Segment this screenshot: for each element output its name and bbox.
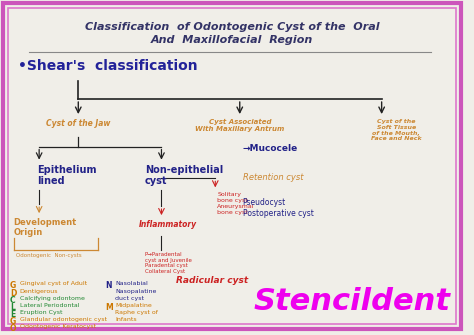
Text: D: D [10,288,16,297]
Text: O: O [10,324,16,333]
Text: Pseudocyst
Postoperative cyst: Pseudocyst Postoperative cyst [243,198,314,218]
Text: duct cyst: duct cyst [116,296,145,301]
Text: Cyst of the Jaw: Cyst of the Jaw [46,119,110,128]
Text: Cyst Associated
With Maxillary Antrum: Cyst Associated With Maxillary Antrum [195,119,284,132]
Text: G: G [10,317,16,326]
Text: G: G [10,281,16,290]
Text: Classification  of Odontogenic Cyst of the  Oral: Classification of Odontogenic Cyst of th… [85,22,379,32]
Text: Infants: Infants [116,317,137,322]
Text: M: M [106,303,113,312]
Text: Nasolabial: Nasolabial [116,281,148,286]
Text: →Mucocele: →Mucocele [243,144,298,153]
Text: Eruption Cyst: Eruption Cyst [19,310,62,315]
Text: Lateral Periodontal: Lateral Periodontal [19,303,79,308]
Text: And  Maxillofacial  Region: And Maxillofacial Region [151,35,313,45]
Text: Solitary
bone cyst
Aneurysmal
bone cyst: Solitary bone cyst Aneurysmal bone cyst [217,192,255,215]
Text: Cyst of the
Soft Tissue
of the Mouth,
Face and Neck: Cyst of the Soft Tissue of the Mouth, Fa… [371,119,422,141]
Text: Radicular cyst: Radicular cyst [176,275,248,284]
Text: Nasopalatine: Nasopalatine [116,288,157,293]
Text: E: E [10,310,15,319]
Text: Epithelium
lined: Epithelium lined [37,164,97,186]
Text: Calcifying odontome: Calcifying odontome [19,296,84,301]
Text: Dentigerous: Dentigerous [19,288,58,293]
Text: Odontogenic Keratocyst: Odontogenic Keratocyst [19,324,96,329]
Text: L: L [10,303,15,312]
Text: Midpalatine: Midpalatine [116,303,152,308]
Text: C: C [10,296,16,305]
Text: Gingival cyst of Adult: Gingival cyst of Adult [19,281,87,286]
Text: Glandular odontogenic cyst: Glandular odontogenic cyst [19,317,107,322]
Text: Raphe cyst of: Raphe cyst of [116,310,158,315]
Text: Stencildent: Stencildent [254,287,451,317]
Text: Non-epithelial
cyst: Non-epithelial cyst [145,164,223,186]
Text: Retention cyst: Retention cyst [243,174,303,183]
Text: Inflammatory: Inflammatory [139,220,197,229]
Text: •Shear's  classification: •Shear's classification [18,60,197,73]
Text: N: N [106,281,112,290]
Text: Development
Origin: Development Origin [14,218,77,238]
Text: Odontogenic  Non-cysts: Odontogenic Non-cysts [16,253,81,258]
Text: P→Paradental
cyst and Juvenile
Paradental cyst
Collateral Cyst: P→Paradental cyst and Juvenile Paradenta… [145,252,191,274]
